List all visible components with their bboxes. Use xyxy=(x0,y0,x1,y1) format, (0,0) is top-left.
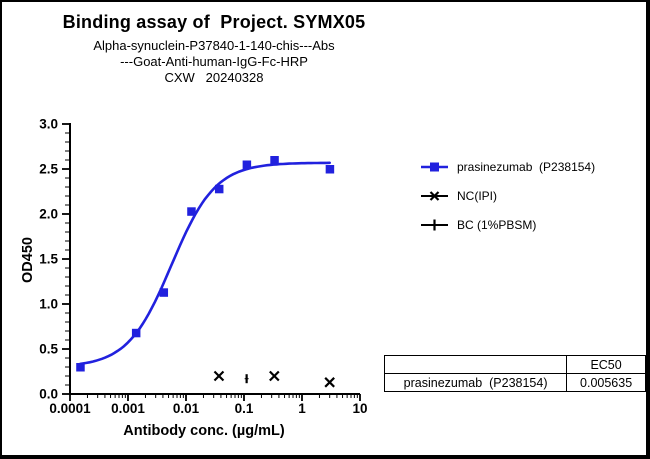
chart-subtitle-line2: ---Goat-Anti-human-IgG-Fc-HRP xyxy=(120,54,308,69)
legend-label: BC (1%PBSM) xyxy=(457,218,537,232)
table-header-ec50: EC50 xyxy=(566,355,646,374)
svg-text:Antibody conc. (µg/mL): Antibody conc. (µg/mL) xyxy=(123,423,285,439)
svg-text:0.001: 0.001 xyxy=(111,401,145,416)
table-row: prasinezumab (P238154) 0.005635 xyxy=(383,373,646,392)
svg-text:0.0: 0.0 xyxy=(39,387,58,402)
svg-text:0.5: 0.5 xyxy=(39,342,58,357)
svg-text:10: 10 xyxy=(352,401,367,416)
svg-text:1.0: 1.0 xyxy=(39,297,58,312)
chart-legend: prasinezumab (P238154) NC(IPI) BC (1%PBS… xyxy=(421,160,595,247)
svg-text:0.1: 0.1 xyxy=(235,401,254,416)
chart-header: Binding assay of Project. SYMX05 Alpha-s… xyxy=(2,12,426,86)
legend-label: prasinezumab (P238154) xyxy=(457,160,596,174)
svg-text:0.0001: 0.0001 xyxy=(49,401,91,416)
table-cell-sample-name: prasinezumab (P238154) xyxy=(383,373,568,392)
table-header-row: EC50 xyxy=(383,355,646,374)
svg-text:3.0: 3.0 xyxy=(39,117,58,132)
chart-subtitle-line1: Alpha-synuclein-P37840-1-140-chis---Abs xyxy=(93,38,335,53)
svg-text:2.0: 2.0 xyxy=(39,207,58,222)
chart-title: Binding assay of Project. SYMX05 xyxy=(62,12,366,32)
chart-subtitle-line3: CXW 20240328 xyxy=(164,70,264,85)
square-marker-icon xyxy=(421,162,448,172)
legend-item-bc: BC (1%PBSM) xyxy=(421,218,595,232)
legend-item-prasinezumab: prasinezumab (P238154) xyxy=(421,160,595,174)
legend-item-nc: NC(IPI) xyxy=(421,189,595,203)
x-marker-icon xyxy=(421,191,448,201)
svg-text:1.5: 1.5 xyxy=(39,252,58,267)
svg-text:OD450: OD450 xyxy=(20,237,36,283)
table-header-empty xyxy=(383,355,568,374)
svg-text:0.01: 0.01 xyxy=(173,401,200,416)
ec50-table: EC50 prasinezumab (P238154) 0.005635 xyxy=(383,355,646,392)
svg-text:1: 1 xyxy=(298,401,306,416)
legend-label: NC(IPI) xyxy=(457,189,497,203)
table-cell-ec50-value: 0.005635 xyxy=(566,373,646,392)
plus-marker-icon xyxy=(421,219,448,231)
svg-text:2.5: 2.5 xyxy=(39,162,58,177)
